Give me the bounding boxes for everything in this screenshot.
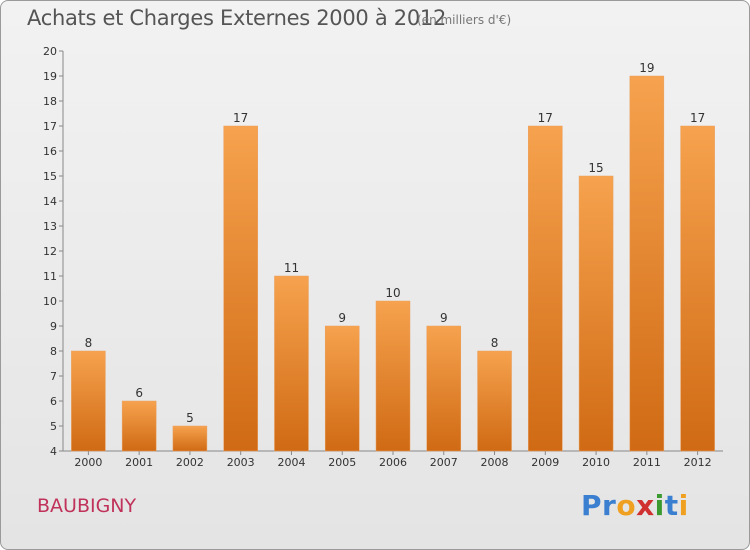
- x-tick-label-2002: 2002: [176, 456, 204, 469]
- x-tick-label-2009: 2009: [531, 456, 559, 469]
- logo-letter: x: [636, 489, 655, 522]
- logo-letter: o: [616, 489, 637, 522]
- bar-2003: [223, 125, 258, 452]
- value-label-2004: 11: [284, 261, 299, 275]
- bar-2006: [375, 300, 411, 452]
- bar-2001: [121, 400, 157, 452]
- value-labels-group: 8 6 5 17 11 9 10 9 8 17 15 19 17: [85, 61, 706, 425]
- value-label-2005: 9: [338, 311, 346, 325]
- x-tick-label-2008: 2008: [481, 456, 509, 469]
- chart-subtitle: (en milliers d'€): [417, 13, 512, 27]
- x-tick-label-2004: 2004: [277, 456, 305, 469]
- bar-2012: [680, 125, 715, 452]
- y-tick-label: 14: [43, 195, 57, 208]
- y-tick-label: 11: [43, 270, 57, 283]
- logo-letter: t: [664, 489, 679, 522]
- y-tick-label: 16: [43, 145, 57, 158]
- y-tick-label: 17: [43, 120, 57, 133]
- y-tick-label: 19: [43, 70, 57, 83]
- y-tick-label: 9: [50, 320, 57, 333]
- value-label-2012: 17: [690, 111, 705, 125]
- bar-2005: [324, 325, 360, 452]
- value-label-2002: 5: [186, 411, 194, 425]
- y-tick-label: 12: [43, 245, 57, 258]
- logo-letter: i: [678, 489, 689, 522]
- x-tick-label-2010: 2010: [582, 456, 610, 469]
- logo-letter: i: [654, 489, 665, 522]
- y-tick-label: 5: [50, 420, 57, 433]
- y-tick-label: 8: [50, 345, 57, 358]
- bars-group: [71, 75, 715, 452]
- bar-2000: [71, 350, 106, 452]
- x-tick-label-2003: 2003: [227, 456, 255, 469]
- value-label-2009: 17: [538, 111, 553, 125]
- logo-letter: P: [581, 489, 603, 522]
- value-label-2011: 19: [639, 61, 654, 75]
- x-tick-label-2006: 2006: [379, 456, 407, 469]
- y-tick-label: 15: [43, 170, 57, 183]
- logo-letter: r: [602, 489, 617, 522]
- x-tick-label-2011: 2011: [633, 456, 661, 469]
- y-tick-label: 4: [50, 445, 57, 458]
- y-axis: 4 5 6 7 8 9 10 11 12 13 14 15 16 17 18 19 20: [43, 45, 64, 458]
- y-tick-label: 13: [43, 220, 57, 233]
- value-label-2007: 9: [440, 311, 448, 325]
- x-tick-label-2000: 2000: [74, 456, 102, 469]
- y-tick-label: 10: [43, 295, 57, 308]
- x-tick-label-2007: 2007: [430, 456, 458, 469]
- value-label-2006: 10: [385, 286, 400, 300]
- bar-2009: [528, 125, 563, 452]
- bar-2002: [172, 425, 208, 452]
- bar-2008: [477, 350, 512, 452]
- x-tick-label-2005: 2005: [328, 456, 356, 469]
- value-label-2000: 8: [85, 336, 93, 350]
- y-tick-label: 6: [50, 395, 57, 408]
- y-tick-label: 18: [43, 95, 57, 108]
- commune-name: BAUBIGNY: [37, 495, 137, 517]
- value-label-2010: 15: [588, 161, 603, 175]
- x-tick-label-2012: 2012: [684, 456, 712, 469]
- y-tick-label: 7: [50, 370, 57, 383]
- x-tick-label-2001: 2001: [125, 456, 153, 469]
- x-axis: 2000 2001 2002 2003 2004 2005 2006 2007 2008 2009…: [63, 450, 723, 469]
- proxiti-logo: Proxiti: [581, 489, 689, 522]
- y-tick-label: 20: [43, 45, 57, 58]
- value-label-2003: 17: [233, 111, 248, 125]
- bar-2007: [426, 325, 462, 452]
- bar-2011: [629, 75, 665, 452]
- bar-2010: [578, 175, 614, 452]
- bar-2004: [274, 275, 309, 452]
- value-label-2001: 6: [135, 386, 143, 400]
- chart-title: Achats et Charges Externes 2000 à 2012: [27, 6, 447, 30]
- value-label-2008: 8: [491, 336, 499, 350]
